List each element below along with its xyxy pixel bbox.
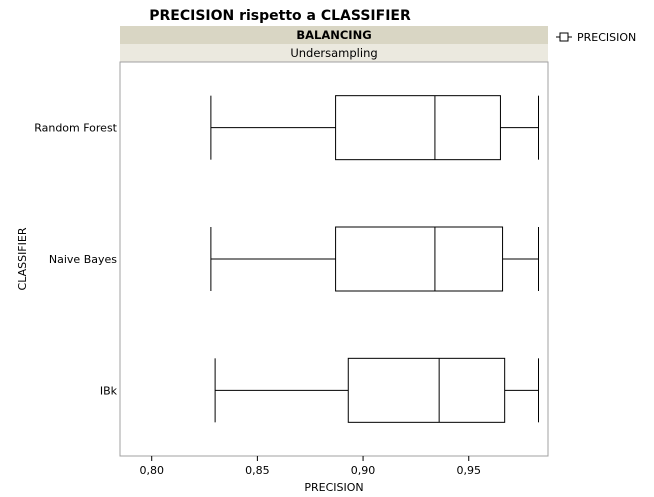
iqr-box [335,226,504,292]
y-tick-label: Random Forest [34,122,117,135]
x-tick-label: 0,85 [245,464,270,477]
box-random-forest [210,95,539,161]
chart-title: PRECISION rispetto a CLASSIFIER [149,8,411,24]
box-ibk [214,357,539,423]
legend-swatch-box [559,32,569,42]
y-axis-title: CLASSIFIER [16,227,29,290]
x-tick-label: 0,80 [139,464,164,477]
box-naive-bayes [210,226,539,292]
x-tick-label: 0,95 [456,464,481,477]
x-axis-title: PRECISION [304,481,363,494]
group-header-band [120,26,548,44]
group-value-label: Undersampling [290,46,377,60]
group-value-band [120,44,548,62]
y-tick-label: Naive Bayes [49,253,117,266]
y-tick-label: IBk [100,384,118,397]
iqr-box [347,357,506,423]
legend-label: PRECISION [577,31,636,44]
x-tick-label: 0,90 [351,464,376,477]
legend: PRECISION [556,31,636,44]
iqr-box [335,95,501,161]
group-header-label: BALANCING [296,28,371,42]
